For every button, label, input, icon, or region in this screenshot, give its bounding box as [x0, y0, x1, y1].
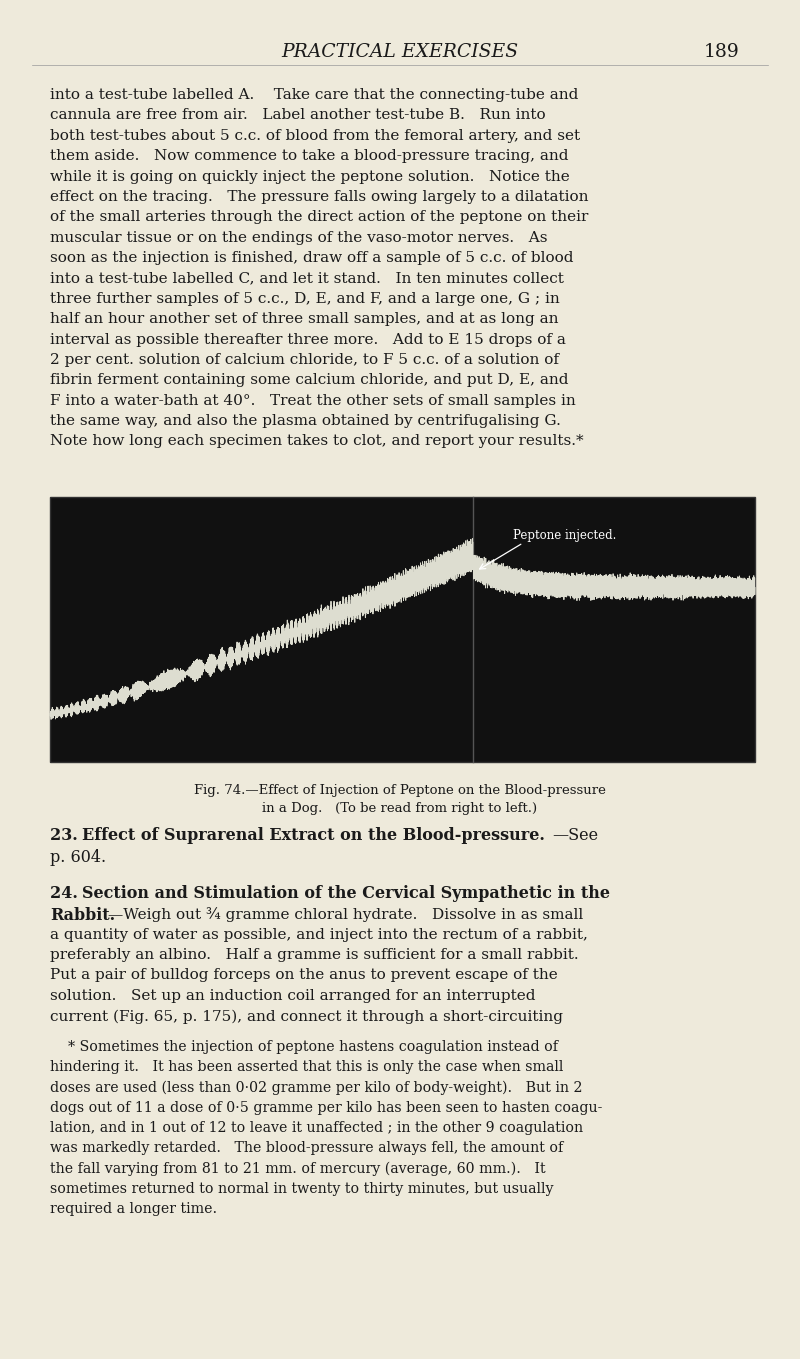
Text: * Sometimes the injection of peptone hastens coagulation instead of
hindering it: * Sometimes the injection of peptone has…: [50, 1040, 602, 1215]
Text: 23.: 23.: [50, 828, 89, 844]
Text: Effect of Suprarenal Extract on the Blood-pressure.: Effect of Suprarenal Extract on the Bloo…: [82, 828, 545, 844]
Text: —Weigh out ¾ gramme chloral hydrate.   Dissolve in as small: —Weigh out ¾ gramme chloral hydrate. Dis…: [108, 906, 583, 921]
Text: a quantity of water as possible, and inject into the rectum of a rabbit,: a quantity of water as possible, and inj…: [50, 927, 588, 942]
Bar: [50, 497, 755, 762]
Text: PRACTICAL EXERCISES: PRACTICAL EXERCISES: [282, 43, 518, 61]
Text: Section and Stimulation of the Cervical Sympathetic in the: Section and Stimulation of the Cervical …: [82, 885, 610, 902]
Text: p. 604.: p. 604.: [50, 849, 106, 866]
Text: Fig. 74.—Effect of Injection of Peptone on the Blood-pressure: Fig. 74.—Effect of Injection of Peptone …: [194, 784, 606, 796]
Text: current (Fig. 65, p. 175), and connect it through a short-circuiting: current (Fig. 65, p. 175), and connect i…: [50, 1010, 563, 1023]
Text: 24.: 24.: [50, 885, 89, 902]
Text: Put a pair of bulldog forceps on the anus to prevent escape of the: Put a pair of bulldog forceps on the anu…: [50, 969, 558, 983]
Text: solution.   Set up an induction coil arranged for an interrupted: solution. Set up an induction coil arran…: [50, 989, 535, 1003]
Text: —See: —See: [552, 828, 598, 844]
Text: preferably an albino.   Half a gramme is sufficient for a small rabbit.: preferably an albino. Half a gramme is s…: [50, 949, 578, 962]
Text: in a Dog.   (To be read from right to left.): in a Dog. (To be read from right to left…: [262, 802, 538, 815]
Text: Rabbit.: Rabbit.: [50, 906, 115, 924]
Text: 189: 189: [704, 43, 740, 61]
Text: into a test-tube labelled A.    Take care that the connecting-tube and
cannula a: into a test-tube labelled A. Take care t…: [50, 88, 589, 448]
Text: Peptone injected.: Peptone injected.: [514, 529, 617, 542]
